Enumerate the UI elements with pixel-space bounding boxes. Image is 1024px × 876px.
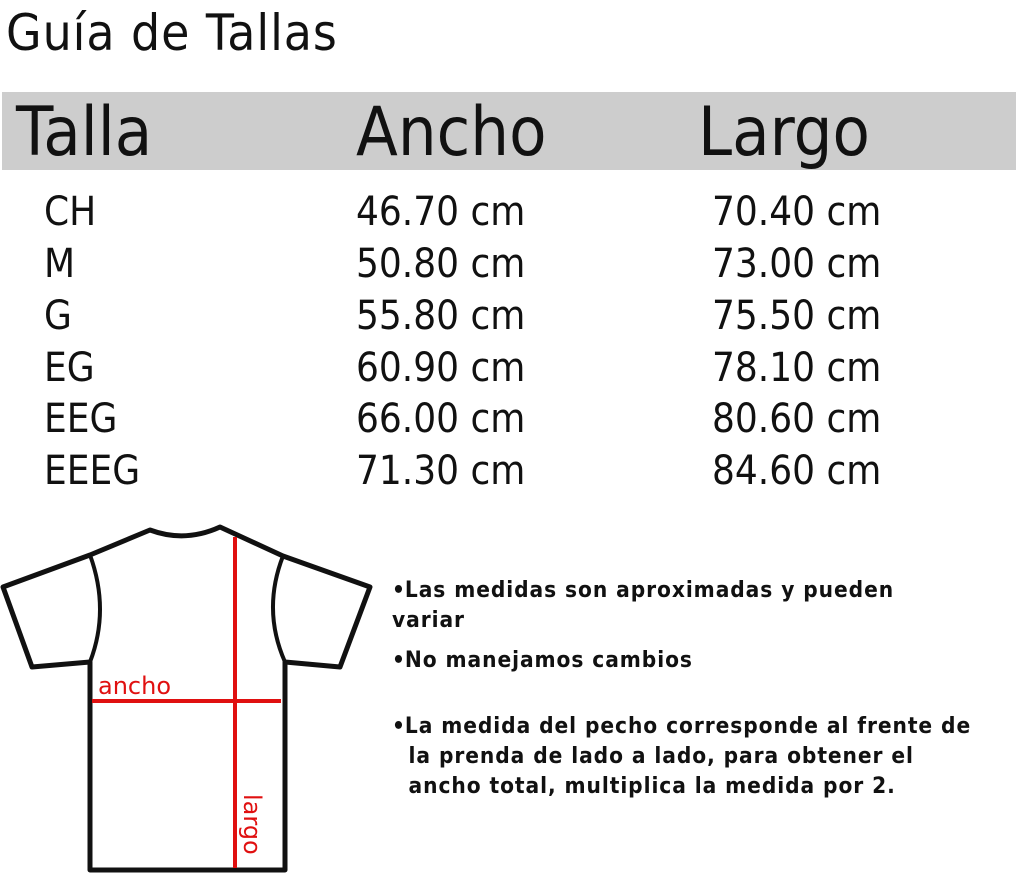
length-cell: 78.10 cm	[712, 345, 882, 391]
table-row: G 55.80 cm 75.50 cm	[0, 290, 1024, 342]
note-item: •Las medidas son aproximadas y pueden va…	[392, 578, 895, 633]
width-cell: 46.70 cm	[356, 189, 526, 235]
note-item: •No manejamos cambios	[392, 648, 693, 673]
measure-lines	[92, 537, 281, 868]
width-label: ancho	[98, 672, 171, 700]
width-cell: 55.80 cm	[356, 293, 526, 339]
tshirt-diagram: ancho largo	[0, 524, 373, 873]
table-row: EEG 66.00 cm 80.60 cm	[0, 393, 1024, 445]
size-cell: M	[44, 241, 76, 287]
note-item: •La medida del pecho corresponde al fren…	[392, 714, 972, 799]
table-row: EEEG 71.30 cm 84.60 cm	[0, 445, 1024, 497]
tshirt-outline-icon	[0, 524, 373, 873]
length-cell: 70.40 cm	[712, 189, 882, 235]
length-cell: 75.50 cm	[712, 293, 882, 339]
table-header-band	[2, 92, 1016, 170]
size-cell: EEG	[44, 396, 118, 442]
size-cell: EEEG	[44, 448, 141, 494]
length-cell: 80.60 cm	[712, 396, 882, 442]
header-ancho: Ancho	[356, 93, 547, 172]
width-cell: 71.30 cm	[356, 448, 526, 494]
table-row: M 50.80 cm 73.00 cm	[0, 238, 1024, 290]
page-title: Guía de Tallas	[6, 4, 338, 62]
length-cell: 84.60 cm	[712, 448, 882, 494]
size-cell: CH	[44, 189, 97, 235]
size-cell: G	[44, 293, 72, 339]
header-largo: Largo	[698, 93, 870, 172]
header-talla: Talla	[16, 93, 153, 172]
width-cell: 66.00 cm	[356, 396, 526, 442]
table-row: EG 60.90 cm 78.10 cm	[0, 342, 1024, 394]
table-row: CH 46.70 cm 70.40 cm	[0, 186, 1024, 238]
size-cell: EG	[44, 345, 95, 391]
width-cell: 60.90 cm	[356, 345, 526, 391]
width-cell: 50.80 cm	[356, 241, 526, 287]
length-label: largo	[238, 794, 266, 855]
length-cell: 73.00 cm	[712, 241, 882, 287]
